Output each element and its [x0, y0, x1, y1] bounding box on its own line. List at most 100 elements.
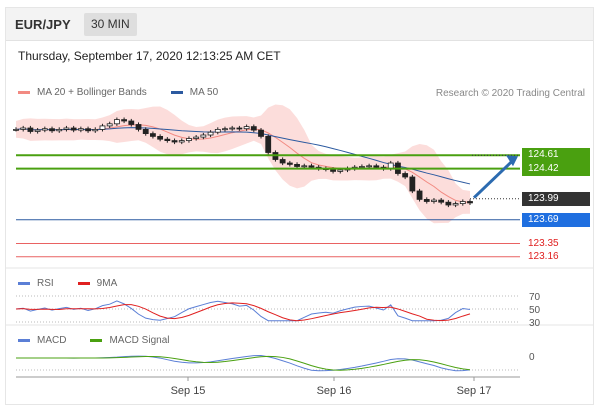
candle-body	[178, 140, 185, 143]
candle-body	[431, 199, 437, 202]
candle-body	[27, 127, 34, 132]
macd-zero-label: 0	[529, 352, 535, 363]
candle-body	[250, 126, 257, 131]
legend-label-macd: MACD	[37, 335, 67, 346]
legend-label-ma50: MA 50	[189, 87, 219, 98]
candle-body	[294, 163, 300, 167]
symbol-label: EUR/JPY	[15, 17, 71, 32]
forecast-arrow-head	[506, 155, 518, 167]
candle-body	[142, 128, 149, 134]
candle-body	[258, 129, 264, 137]
main-legend: MA 20 + Bollinger Bands MA 50	[18, 87, 236, 98]
candle-body	[214, 128, 221, 133]
legend-label-ma20: MA 20 + Bollinger Bands	[37, 87, 147, 98]
candle-body	[171, 140, 178, 143]
macd-signal-line	[16, 355, 471, 371]
candle-body	[157, 135, 164, 140]
candle-body	[366, 165, 373, 168]
candle-body	[423, 198, 430, 202]
rsi-level-label: 50	[529, 305, 541, 316]
candle-body	[128, 120, 135, 125]
candle-body	[150, 133, 156, 137]
candle-body	[56, 128, 63, 132]
candle-body	[467, 201, 473, 204]
bollinger-band	[16, 104, 470, 224]
candle-body	[41, 128, 48, 131]
candle-body	[279, 159, 286, 164]
candle-body	[359, 166, 365, 168]
legend-swatch-macd	[18, 339, 30, 342]
candle-body	[373, 165, 380, 168]
candle-body	[459, 201, 466, 204]
candle-body	[99, 125, 106, 130]
candle-body	[193, 136, 200, 139]
rsi-level-label: 30	[529, 318, 541, 329]
legend-item-rsi: RSI	[18, 278, 54, 289]
candle-body	[63, 127, 70, 130]
candle-body	[13, 128, 19, 131]
rsi-line	[15, 300, 471, 322]
candle-body	[70, 127, 77, 131]
candle-body	[222, 128, 228, 131]
forecast-arrow	[472, 160, 514, 199]
chart-frame: EUR/JPY 30 MIN Thursday, September 17, 2…	[5, 7, 594, 405]
legend-item-ma50: MA 50	[170, 87, 219, 98]
legend-swatch-macd-signal	[90, 339, 103, 342]
legend-swatch-rsi	[18, 282, 30, 285]
candle-body	[164, 138, 171, 141]
candle-body	[286, 162, 293, 165]
chart-datetime: Thursday, September 17, 2020 12:13:25 AM…	[18, 49, 281, 63]
candle-body	[445, 201, 452, 206]
candle-body	[416, 190, 423, 200]
legend-item-ma20: MA 20 + Bollinger Bands	[18, 87, 147, 98]
candle-body	[308, 165, 315, 168]
candle-body	[49, 128, 55, 132]
legend-swatch-ma50	[170, 91, 183, 94]
candle-body	[243, 126, 250, 130]
legend-item-9ma: 9MA	[77, 278, 118, 289]
macd-legend: MACD MACD Signal	[18, 335, 187, 346]
price-tag: 123.16	[528, 250, 559, 262]
candle-body	[438, 199, 445, 203]
legend-item-macd-signal: MACD Signal	[90, 335, 169, 346]
candle-body	[186, 138, 192, 141]
legend-label-9ma: 9MA	[96, 278, 118, 289]
candle-body	[229, 127, 236, 130]
candle-body	[330, 168, 336, 172]
candle-body	[77, 128, 84, 131]
rsi-legend: RSI 9MA	[18, 278, 135, 289]
rsi-9ma-line	[15, 302, 471, 322]
candle-body	[207, 131, 214, 136]
price-tag: 123.99	[522, 191, 590, 206]
legend-item-macd: MACD	[18, 335, 66, 346]
candle-body	[34, 129, 41, 132]
candle-body	[106, 123, 113, 127]
candle-body	[85, 128, 91, 132]
candle-body	[20, 127, 27, 130]
price-tag: 124.42	[522, 161, 590, 176]
candle-body	[236, 127, 243, 130]
legend-label-macd-signal: MACD Signal	[109, 335, 170, 346]
candle-body	[92, 128, 99, 132]
legend-label-rsi: RSI	[37, 278, 54, 289]
research-credit: Research © 2020 Trading Central	[435, 88, 585, 99]
chart-header: EUR/JPY 30 MIN	[6, 8, 593, 41]
legend-swatch-ma20	[18, 91, 30, 94]
candle-body	[265, 135, 272, 153]
price-tag: 123.35	[528, 237, 559, 249]
candle-body	[402, 173, 409, 178]
candle-body	[135, 124, 142, 130]
candle-body	[301, 165, 308, 168]
ma50-line	[15, 127, 471, 185]
price-tag: 124.61	[522, 148, 590, 163]
candle-body	[113, 119, 120, 125]
rsi-level-label: 70	[529, 292, 541, 303]
candle-body	[121, 119, 127, 122]
x-axis-label: Sep 17	[457, 385, 492, 397]
price-tag: 123.69	[522, 212, 590, 227]
candle-body	[200, 134, 207, 138]
x-axis-label: Sep 15	[171, 385, 206, 397]
timeframe-badge[interactable]: 30 MIN	[84, 13, 137, 36]
candle-body	[452, 203, 459, 206]
